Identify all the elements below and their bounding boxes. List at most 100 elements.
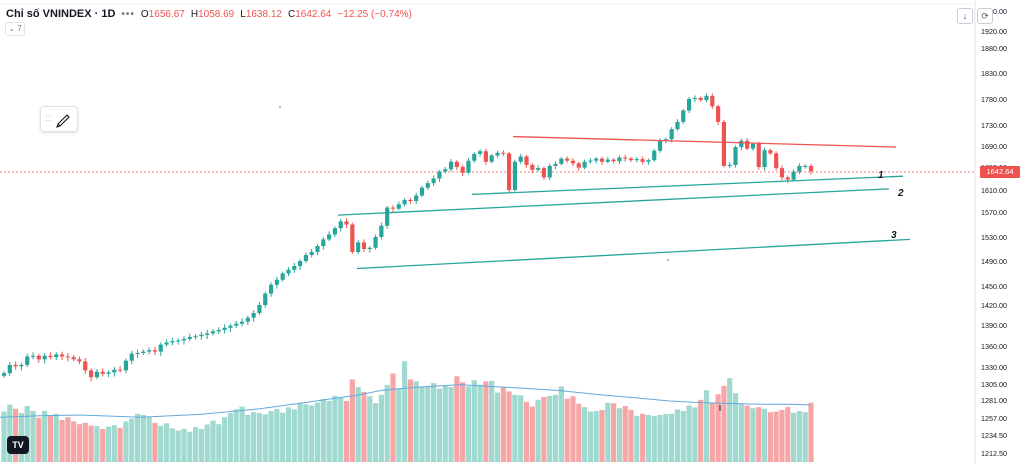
candle-body <box>408 199 413 201</box>
volume-bar <box>88 425 94 462</box>
candle-body <box>594 158 599 161</box>
volume-bar <box>756 407 762 462</box>
scroll-down-icon[interactable]: ↓ <box>957 8 973 24</box>
reset-icon[interactable]: ⟳ <box>977 8 993 24</box>
candle-body <box>710 95 715 107</box>
volume-bar <box>338 397 344 462</box>
candle-body <box>321 239 326 246</box>
candle-body <box>112 369 117 373</box>
volume-bar <box>343 400 350 462</box>
volume-bar <box>326 400 332 462</box>
volume-bar <box>802 412 808 462</box>
candle-body <box>338 221 343 229</box>
volume-bar <box>541 397 547 462</box>
tradingview-logo[interactable]: TV <box>7 436 29 454</box>
trendline-2 <box>337 188 890 216</box>
chart-legend: Chỉ số VNINDEX · 1D ••• O1656.67 H1058.6… <box>6 8 412 20</box>
volume-bar <box>384 385 390 462</box>
symbol-title[interactable]: Chỉ số VNINDEX · 1D <box>6 8 116 20</box>
volume-bar <box>262 414 268 462</box>
volume-bar <box>790 412 797 462</box>
volume-bar <box>372 403 379 462</box>
candle-body <box>350 224 355 252</box>
volume-bar <box>210 420 216 462</box>
candle-body <box>54 354 59 358</box>
candle-body <box>774 153 779 169</box>
volume-bar <box>256 413 263 462</box>
candle-body <box>530 164 535 170</box>
volume-bar <box>442 385 448 462</box>
candle-body <box>170 341 175 343</box>
candle-body <box>361 242 367 249</box>
volume-bar <box>158 425 164 462</box>
pencil-icon[interactable] <box>53 109 73 129</box>
volume-bar <box>407 379 413 462</box>
price-axis-tick-label: 1330.00 <box>981 363 1007 372</box>
candle-body <box>495 152 500 156</box>
volume-bar <box>686 405 692 462</box>
candle-body <box>762 150 767 167</box>
candle-body <box>100 371 105 374</box>
candle-body <box>466 160 471 173</box>
candle-body <box>199 334 204 337</box>
candle-body <box>652 150 657 161</box>
candle-body <box>721 121 727 166</box>
volume-bar <box>251 412 257 462</box>
candle-body <box>477 151 483 154</box>
volume-bar <box>13 408 19 462</box>
candle-body <box>605 159 610 162</box>
candle-body <box>129 353 134 361</box>
candle-body <box>472 153 477 161</box>
candle-body <box>123 360 129 371</box>
candle-body <box>698 97 703 101</box>
volume-bar <box>396 388 402 462</box>
price-axis-tick-label: 1730.00 <box>981 121 1007 130</box>
volume-bar <box>715 394 721 462</box>
candle-body <box>628 158 634 161</box>
legend-more-icon[interactable]: ••• <box>121 8 135 20</box>
candle-body <box>280 273 285 280</box>
candle-body <box>646 160 651 162</box>
candle-body <box>298 261 303 266</box>
candle-body <box>164 342 169 345</box>
candle-body <box>292 266 297 270</box>
floating-drawing-toolbar[interactable]: ⁚⁚ <box>40 106 78 132</box>
volume-bar <box>721 385 727 462</box>
volume-bar <box>280 412 286 462</box>
candle-body <box>379 225 384 237</box>
drag-handle-icon[interactable]: ⁚⁚ <box>45 114 51 123</box>
volume-bar <box>332 395 338 462</box>
candle-body <box>402 199 407 205</box>
volume-bar <box>105 426 112 462</box>
candle-body <box>71 357 76 360</box>
price-axis-tick-label: 1960.00 <box>981 7 1007 16</box>
candle-body <box>327 234 332 240</box>
candle-body <box>437 171 442 179</box>
price-axis-tick-label: 1780.00 <box>981 95 1007 104</box>
volume-bar <box>320 399 326 462</box>
open-label: O <box>140 8 149 20</box>
volume-bar <box>129 418 135 462</box>
volume-bar <box>24 406 30 462</box>
candle-body <box>19 364 24 367</box>
volume-bar <box>94 426 100 462</box>
candle-body <box>332 228 338 235</box>
candle-body <box>106 372 111 374</box>
trendlines[interactable] <box>337 135 911 270</box>
volume-bar <box>500 386 506 462</box>
volume-bar <box>303 404 309 462</box>
volume-bar <box>30 411 36 462</box>
candle-body <box>210 331 216 334</box>
volume-bar <box>599 409 605 462</box>
candle-body <box>669 129 674 140</box>
price-axis[interactable]: 1960.00 1920.00 1880.00 1830.00 1780.00 1730.… <box>981 7 1007 458</box>
candle-body <box>65 356 70 358</box>
high-label: H <box>190 8 199 20</box>
candle-body <box>274 279 279 285</box>
indicator-toggle-button[interactable]: ⌄ 7 <box>5 22 25 36</box>
candle-body <box>419 187 425 196</box>
volume-bar <box>471 380 477 462</box>
volume-bar <box>703 390 710 462</box>
volume-bar <box>53 413 59 462</box>
